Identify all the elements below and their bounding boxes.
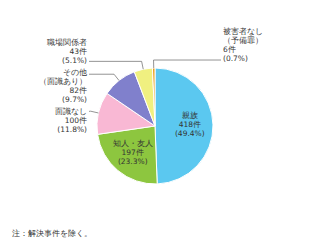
svg-text:職場関係者43件(5.1%): 職場関係者43件(5.1%) — [47, 38, 87, 65]
svg-text:親族418件(49.4%): 親族418件(49.4%) — [175, 111, 205, 138]
html-text:注：解決事件を除く。: 注：解決事件を除く。 — [12, 229, 92, 238]
svg-text:知人・友人197件(23.3%): 知人・友人197件(23.3%) — [113, 139, 153, 166]
svg-text:面識なし100件(11.8%): 面識なし100件(11.8%) — [55, 107, 87, 134]
svg-text:被害者なし（予備罪）6件(0.7%): 被害者なし（予備罪）6件(0.7%) — [223, 27, 263, 63]
svg-text:その他（面識あり）82件(9.7%): その他（面識あり）82件(9.7%) — [39, 68, 87, 104]
